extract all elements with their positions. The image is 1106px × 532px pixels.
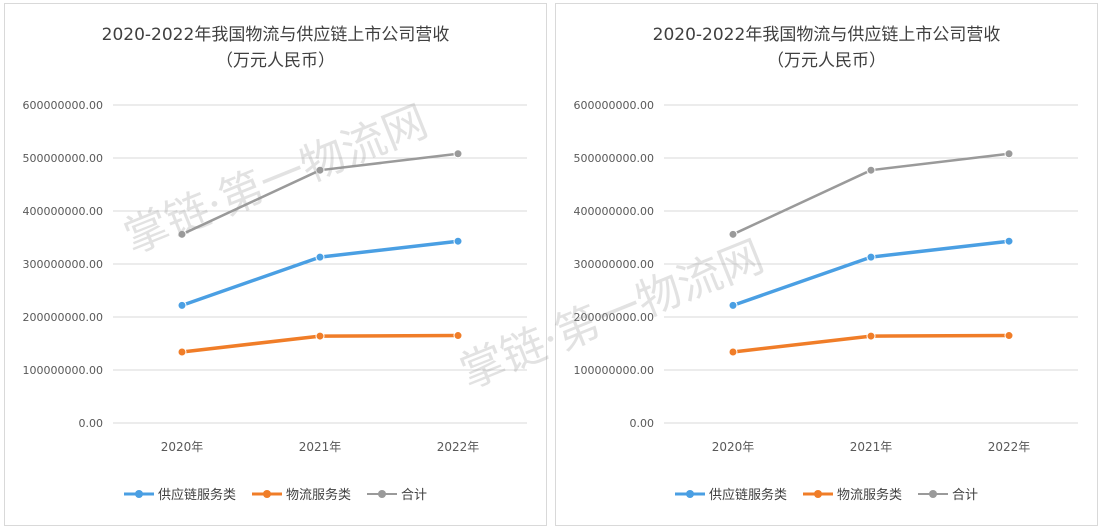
y-tick-label: 0.00: [79, 417, 104, 430]
legend-label-total: 合计: [952, 488, 979, 503]
legend-item-total: 合计: [367, 484, 427, 503]
data-point: [315, 252, 325, 262]
data-point: [728, 300, 738, 310]
data-point: [866, 252, 876, 262]
chart-title-line-2: （万元人民币）: [216, 51, 335, 71]
chart-legend: 供应链服务类 物流服务类 合计: [5, 484, 546, 503]
legend-marker-supply-chain: [123, 489, 154, 498]
y-tick-label: 100000000.00: [23, 364, 103, 377]
data-point: [866, 165, 876, 175]
data-point: [177, 300, 187, 310]
data-point: [1004, 331, 1014, 341]
series-line: [181, 239, 459, 307]
legend-item-total: 合计: [918, 484, 978, 503]
y-tick-label: 100000000.00: [574, 364, 654, 377]
legend-marker-logistics: [251, 489, 282, 498]
y-tick-label: 0.00: [630, 417, 655, 430]
y-tick-label: 500000000.00: [23, 152, 103, 165]
data-point: [453, 331, 463, 341]
legend-label-supply-chain: 供应链服务类: [708, 488, 787, 503]
y-tick-label: 300000000.00: [23, 258, 103, 271]
y-tick-label: 600000000.00: [574, 99, 654, 112]
x-tick-label: 2022年: [437, 440, 480, 454]
legend-label-logistics: 物流服务类: [285, 488, 351, 503]
data-point: [453, 149, 463, 159]
chart-title: 2020-2022年我国物流与供应链上市公司营收 （万元人民币）: [556, 22, 1097, 74]
y-tick-label: 600000000.00: [23, 99, 103, 112]
legend-marker-total: [367, 489, 397, 498]
legend-marker-supply-chain: [674, 489, 705, 498]
x-tick-label: 2021年: [299, 440, 342, 454]
y-tick-label: 200000000.00: [574, 311, 654, 324]
chart-panel-right: 2020-2022年我国物流与供应链上市公司营收 （万元人民币） 0.00 100…: [453, 3, 1098, 526]
y-tick-label: 500000000.00: [574, 152, 654, 165]
x-tick-label: 2021年: [850, 440, 893, 454]
legend-label-supply-chain: 供应链服务类: [157, 488, 236, 503]
legend-item-logistics: 物流服务类: [251, 484, 351, 503]
y-tick-label: 400000000.00: [574, 205, 654, 218]
data-point: [728, 347, 738, 357]
chart-title-line-1: 2020-2022年我国物流与供应链上市公司营收: [652, 25, 1001, 45]
data-point: [1004, 236, 1014, 246]
x-tick-label: 2020年: [712, 440, 755, 454]
legend-marker-logistics: [802, 489, 833, 498]
chart-title-line-1: 2020-2022年我国物流与供应链上市公司营收: [101, 25, 450, 45]
x-tick-label: 2020年: [161, 440, 204, 454]
legend-label-logistics: 物流服务类: [836, 488, 902, 503]
data-point: [1004, 149, 1014, 159]
legend-item-supply-chain: 供应链服务类: [123, 484, 236, 503]
chart-title: 2020-2022年我国物流与供应链上市公司营收 （万元人民币）: [5, 22, 546, 74]
legend-marker-total: [918, 489, 948, 498]
data-point: [728, 229, 738, 239]
line-chart-plot: 0.00 100000000.00 200000000.00 300000000.00…: [23, 99, 527, 454]
legend-item-logistics: 物流服务类: [802, 484, 902, 503]
x-tick-label: 2022年: [988, 440, 1031, 454]
y-tick-label: 300000000.00: [574, 258, 654, 271]
chart-legend: 供应链服务类 物流服务类 合计: [556, 484, 1097, 503]
data-point: [177, 229, 187, 239]
data-point: [315, 165, 325, 175]
y-tick-label: 400000000.00: [23, 205, 103, 218]
y-tick-label: 200000000.00: [23, 311, 103, 324]
data-point: [177, 347, 187, 357]
data-point: [315, 331, 325, 341]
data-point: [453, 236, 463, 246]
series-line: [732, 239, 1010, 307]
legend-item-supply-chain: 供应链服务类: [674, 484, 787, 503]
chart-panel-left: 2020-2022年我国物流与供应链上市公司营收 （万元人民币） 0.00 100…: [4, 3, 547, 526]
data-point: [866, 331, 876, 341]
chart-title-line-2: （万元人民币）: [767, 51, 886, 71]
legend-label-total: 合计: [401, 488, 428, 503]
line-chart-plot: 0.00 100000000.00 200000000.00 300000000.00…: [574, 99, 1078, 454]
